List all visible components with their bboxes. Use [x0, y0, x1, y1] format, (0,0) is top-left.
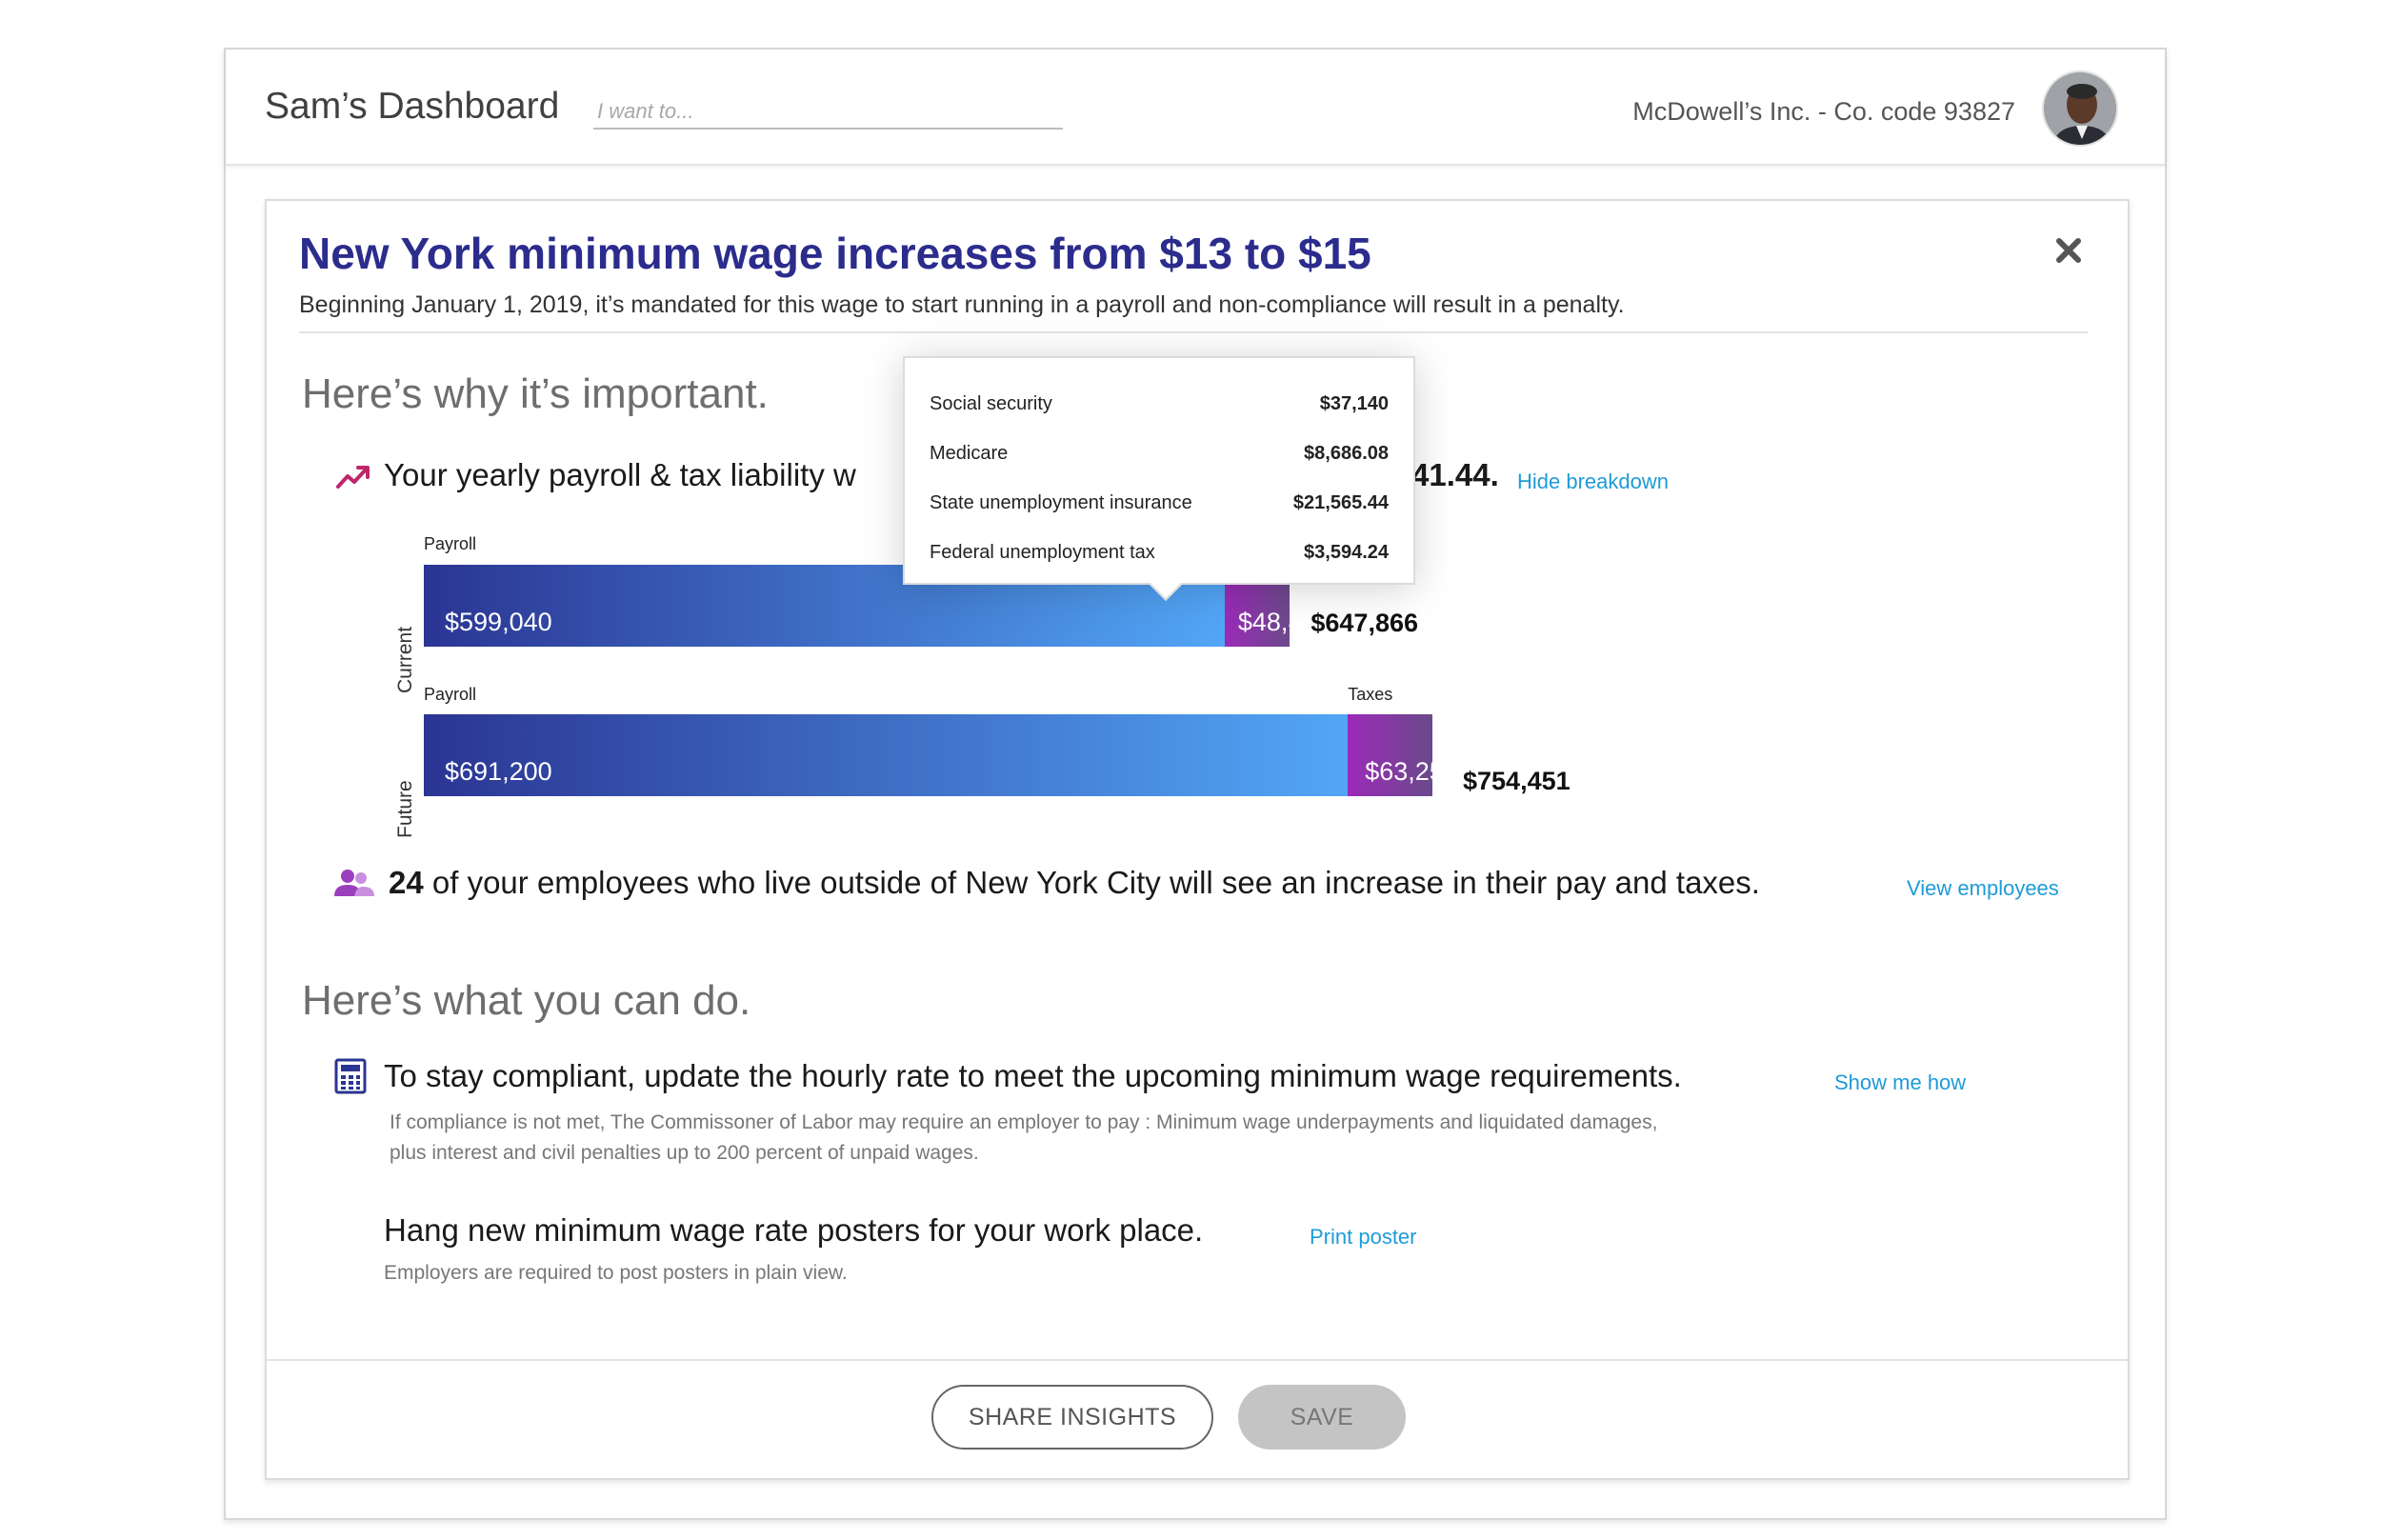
- bar-total-future: $754,451: [1463, 767, 1571, 795]
- dashboard-title: Sam’s Dashboard: [265, 86, 560, 127]
- company-info: McDowell’s Inc. - Co. code 93827: [1632, 97, 2015, 126]
- save-button[interactable]: SAVE: [1238, 1385, 1406, 1450]
- insight-card: New York minimum wage increases from $13…: [265, 199, 2130, 1480]
- compliance-note-line1: If compliance is not met, The Commissone…: [390, 1111, 1658, 1133]
- breakdown-row: Medicare $8,686.08: [930, 429, 1389, 478]
- poster-note: Employers are required to post posters i…: [384, 1262, 848, 1284]
- title-divider: [299, 331, 2088, 333]
- why-heading: Here’s why it’s important.: [302, 370, 769, 417]
- bar-total-current: $647,866: [1311, 609, 1418, 637]
- avatar[interactable]: [2042, 70, 2118, 147]
- poster-text: Hang new minimum wage rate posters for y…: [384, 1212, 1204, 1248]
- print-poster-link[interactable]: Print poster: [1310, 1225, 1417, 1249]
- breakdown-row: Social security $37,140: [930, 379, 1389, 429]
- alert-title: New York minimum wage increases from $13…: [299, 229, 1371, 278]
- view-employees-link[interactable]: View employees: [1907, 876, 2059, 900]
- top-header: Sam’s Dashboard McDowell’s Inc. - Co. co…: [226, 50, 2165, 166]
- liability-text: Your yearly payroll & tax liability w: [384, 457, 856, 492]
- footer-divider: [267, 1359, 2128, 1361]
- row-label-current: Current: [394, 626, 416, 693]
- hide-breakdown-link[interactable]: Hide breakdown: [1517, 470, 1669, 493]
- tax-breakdown-tooltip: Social security $37,140 Medicare $8,686.…: [903, 356, 1415, 601]
- breakdown-label: Federal unemployment tax: [930, 541, 1155, 563]
- employees-line: 24 of your employees who live outside of…: [389, 865, 1760, 901]
- breakdown-value: $37,140: [1319, 392, 1389, 414]
- app-window: Sam’s Dashboard McDowell’s Inc. - Co. co…: [224, 48, 2167, 1520]
- close-button[interactable]: [2051, 233, 2086, 268]
- search-box: [593, 95, 1063, 130]
- do-heading: Here’s what you can do.: [302, 977, 751, 1024]
- trending-up-icon: [336, 466, 370, 489]
- breakdown-value: $3,594.24: [1304, 541, 1389, 563]
- breakdown-label: State unemployment insurance: [930, 491, 1192, 513]
- bar-value: $48,826: [1237, 608, 1331, 636]
- breakdown-label: Medicare: [930, 442, 1009, 464]
- bar-future-taxes[interactable]: $63,251: [1348, 714, 1458, 796]
- alert-subtitle: Beginning January 1, 2019, it’s mandated…: [299, 291, 1625, 318]
- current-payroll-label: Payroll: [424, 534, 477, 553]
- compliance-note-line2: plus interest and civil penalties up to …: [390, 1142, 979, 1164]
- breakdown-value: $21,565.44: [1292, 491, 1389, 513]
- liability-amount: 41.44.: [1411, 457, 1499, 492]
- breakdown-label: Social security: [930, 392, 1052, 414]
- future-payroll-label: Payroll: [424, 685, 477, 704]
- share-insights-button[interactable]: SHARE INSIGHTS: [931, 1385, 1213, 1450]
- breakdown-value: $8,686.08: [1304, 442, 1389, 464]
- employees-count: 24: [389, 865, 424, 900]
- calculator-icon: [334, 1058, 367, 1094]
- bar-value: $63,251: [1365, 757, 1458, 786]
- show-me-how-link[interactable]: Show me how: [1834, 1070, 1967, 1094]
- bar-future-payroll[interactable]: $691,200: [424, 714, 1349, 796]
- breakdown-row: Federal unemployment tax $3,594.24: [930, 528, 1389, 577]
- breakdown-row: State unemployment insurance $21,565.44: [930, 478, 1389, 528]
- compliance-text: To stay compliant, update the hourly rat…: [384, 1058, 1682, 1093]
- bar-value: $691,200: [445, 757, 552, 786]
- avatar-image: [2044, 72, 2116, 145]
- search-input[interactable]: [593, 95, 1063, 128]
- future-taxes-label: Taxes: [1348, 685, 1393, 704]
- people-icon: [334, 870, 374, 896]
- row-label-future: Future: [394, 780, 416, 838]
- close-icon: [2056, 238, 2081, 263]
- bar-value: $599,040: [445, 608, 552, 636]
- employees-text: of your employees who live outside of Ne…: [431, 865, 1760, 900]
